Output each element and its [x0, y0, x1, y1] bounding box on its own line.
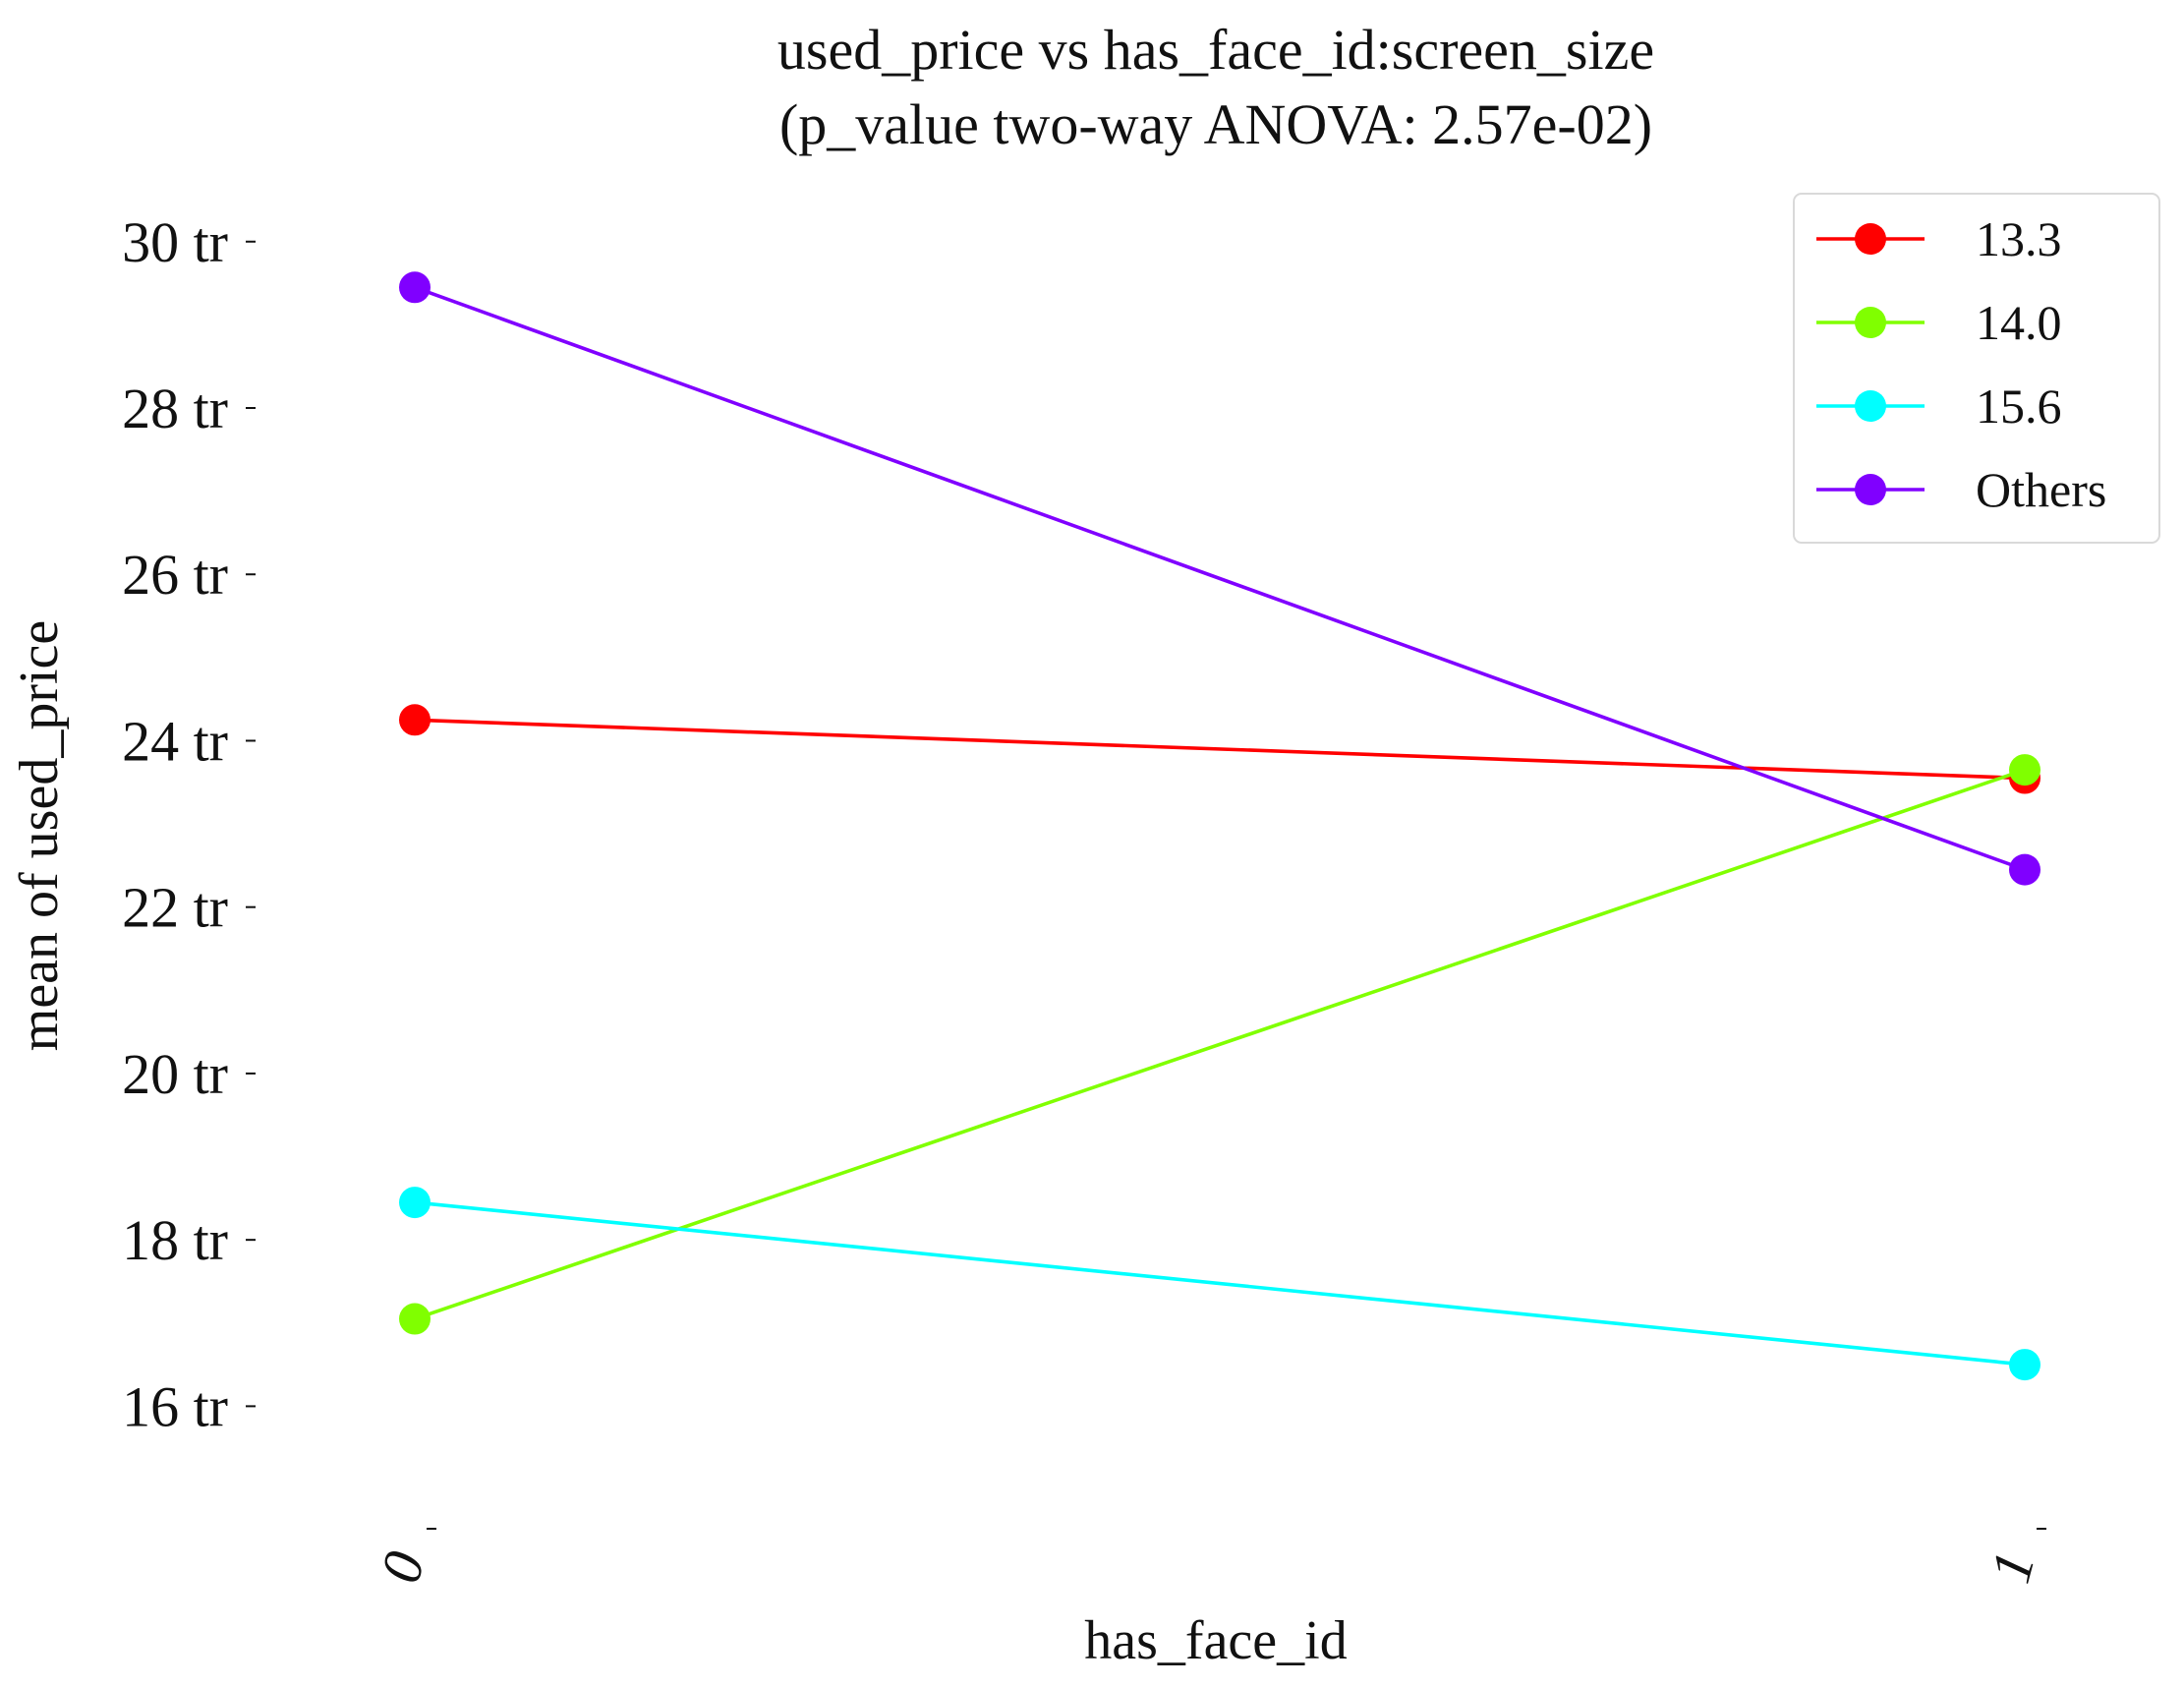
- y-tick-label: 18 tr: [122, 1208, 228, 1272]
- data-point: [399, 1303, 431, 1335]
- y-axis-label: mean of used_price: [9, 620, 70, 1051]
- legend-marker: [1855, 307, 1886, 338]
- data-point: [399, 1187, 431, 1219]
- legend-box: [1793, 193, 2160, 544]
- y-tick-label: 30 tr: [122, 210, 228, 274]
- legend-marker: [1855, 223, 1886, 255]
- legend-marker: [1855, 390, 1886, 422]
- data-point: [2009, 853, 2040, 886]
- series-line-2: [413, 1200, 2027, 1367]
- x-tick-label: 1: [1978, 1545, 2046, 1590]
- legend: 13.3 14.0 15.6 Others: [1793, 193, 2160, 544]
- data-point: [2009, 1349, 2040, 1381]
- y-tick-label: 22 tr: [122, 876, 228, 940]
- series-line-1: [413, 768, 2027, 1321]
- data-point: [2009, 754, 2040, 786]
- legend-marker: [1855, 474, 1886, 505]
- series-group: [399, 271, 2040, 1381]
- chart-subtitle: (p_value two-way ANOVA: 2.57e-02): [779, 92, 1652, 156]
- y-tick-label: 24 tr: [122, 709, 228, 773]
- data-point: [399, 704, 431, 736]
- legend-label: Others: [1976, 462, 2106, 517]
- series-line-0: [413, 718, 2027, 781]
- series-line-3: [413, 285, 2027, 872]
- y-tick-label: 16 tr: [122, 1374, 228, 1438]
- y-axis: 16 tr 18 tr 20 tr 22 tr 24 tr 26 tr 28 tr 30 tr: [122, 210, 256, 1438]
- y-tick-label: 26 tr: [122, 543, 228, 607]
- x-tick-label: 0: [368, 1545, 436, 1590]
- legend-label: 14.0: [1976, 295, 2062, 350]
- chart-title: used_price vs has_face_id:screen_size: [777, 18, 1654, 82]
- y-tick-label: 20 tr: [122, 1042, 228, 1106]
- data-point: [399, 271, 431, 304]
- legend-label: 13.3: [1976, 211, 2062, 266]
- legend-label: 15.6: [1976, 378, 2062, 434]
- y-tick-label: 28 tr: [122, 377, 228, 440]
- x-axis-label: has_face_id: [1084, 1610, 1347, 1671]
